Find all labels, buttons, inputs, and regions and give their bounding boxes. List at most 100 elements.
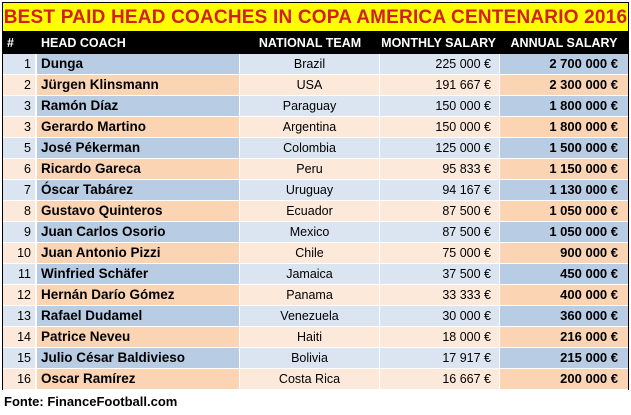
monthly-salary-cell: 94 167 € bbox=[380, 180, 500, 200]
annual-salary-cell: 2 300 000 € bbox=[500, 75, 628, 95]
team-cell: Peru bbox=[240, 159, 380, 179]
team-cell: Mexico bbox=[240, 222, 380, 242]
annual-salary-cell: 200 000 € bbox=[500, 369, 628, 389]
team-cell: USA bbox=[240, 75, 380, 95]
table-header: # HEAD COACH NATIONAL TEAM MONTHLY SALAR… bbox=[3, 32, 628, 54]
rank-cell: 2 bbox=[3, 75, 36, 95]
table-row: 15 Julio César Baldivieso Bolivia 17 917… bbox=[3, 348, 628, 369]
monthly-salary-cell: 17 917 € bbox=[380, 348, 500, 368]
annual-salary-cell: 215 000 € bbox=[500, 348, 628, 368]
rank-cell: 6 bbox=[3, 159, 36, 179]
team-cell: Brazil bbox=[240, 54, 380, 74]
team-cell: Haiti bbox=[240, 327, 380, 347]
table-row: 3 Ramón Díaz Paraguay 150 000 € 1 800 00… bbox=[3, 96, 628, 117]
coach-cell: Hernán Darío Gómez bbox=[37, 285, 240, 305]
team-cell: Costa Rica bbox=[240, 369, 380, 389]
coach-cell: Oscar Ramírez bbox=[37, 369, 240, 389]
annual-salary-cell: 1 500 000 € bbox=[500, 138, 628, 158]
coach-cell: Ramón Díaz bbox=[37, 96, 240, 116]
team-cell: Argentina bbox=[240, 117, 380, 137]
coach-cell: Ricardo Gareca bbox=[37, 159, 240, 179]
table-row: 9 Juan Carlos Osorio Mexico 87 500 € 1 0… bbox=[3, 222, 628, 243]
annual-salary-cell: 2 700 000 € bbox=[500, 54, 628, 74]
table-row: 16 Oscar Ramírez Costa Rica 16 667 € 200… bbox=[3, 369, 628, 390]
source-credit: Fonte: FinanceFootball.com bbox=[4, 394, 178, 409]
annual-salary-cell: 1 800 000 € bbox=[500, 117, 628, 137]
table-row: 5 José Pékerman Colombia 125 000 € 1 500… bbox=[3, 138, 628, 159]
table-row: 8 Gustavo Quinteros Ecuador 87 500 € 1 0… bbox=[3, 201, 628, 222]
monthly-salary-cell: 125 000 € bbox=[380, 138, 500, 158]
team-cell: Jamaica bbox=[240, 264, 380, 284]
table-row: 1 Dunga Brazil 225 000 € 2 700 000 € bbox=[3, 54, 628, 75]
rank-cell: 12 bbox=[3, 285, 36, 305]
coach-cell: Juan Antonio Pizzi bbox=[37, 243, 240, 263]
rank-cell: 3 bbox=[3, 117, 36, 137]
rank-cell: 15 bbox=[3, 348, 36, 368]
annual-salary-cell: 360 000 € bbox=[500, 306, 628, 326]
coach-cell: Dunga bbox=[37, 54, 240, 74]
coach-cell: Óscar Tabárez bbox=[37, 180, 240, 200]
coach-cell: Julio César Baldivieso bbox=[37, 348, 240, 368]
rank-cell: 9 bbox=[3, 222, 36, 242]
coach-cell: Rafael Dudamel bbox=[37, 306, 240, 326]
annual-salary-cell: 1 050 000 € bbox=[500, 201, 628, 221]
annual-salary-cell: 1 800 000 € bbox=[500, 96, 628, 116]
rank-cell: 14 bbox=[3, 327, 36, 347]
monthly-salary-cell: 150 000 € bbox=[380, 117, 500, 137]
rank-cell: 11 bbox=[3, 264, 36, 284]
coach-cell: José Pékerman bbox=[37, 138, 240, 158]
rank-cell: 3 bbox=[3, 96, 36, 116]
annual-salary-cell: 1 050 000 € bbox=[500, 222, 628, 242]
rank-cell: 1 bbox=[3, 54, 36, 74]
team-cell: Colombia bbox=[240, 138, 380, 158]
team-cell: Bolivia bbox=[240, 348, 380, 368]
rank-cell: 10 bbox=[3, 243, 36, 263]
annual-salary-cell: 1 150 000 € bbox=[500, 159, 628, 179]
table-title: BEST PAID HEAD COACHES IN COPA AMERICA C… bbox=[3, 3, 628, 32]
monthly-salary-cell: 16 667 € bbox=[380, 369, 500, 389]
monthly-salary-cell: 87 500 € bbox=[380, 201, 500, 221]
monthly-salary-cell: 37 500 € bbox=[380, 264, 500, 284]
table-row: 11 Winfried Schäfer Jamaica 37 500 € 450… bbox=[3, 264, 628, 285]
coach-cell: Juan Carlos Osorio bbox=[37, 222, 240, 242]
coach-cell: Gustavo Quinteros bbox=[37, 201, 240, 221]
monthly-salary-cell: 95 833 € bbox=[380, 159, 500, 179]
annual-salary-cell: 450 000 € bbox=[500, 264, 628, 284]
team-cell: Paraguay bbox=[240, 96, 380, 116]
monthly-salary-cell: 191 667 € bbox=[380, 75, 500, 95]
rank-cell: 13 bbox=[3, 306, 36, 326]
team-cell: Panama bbox=[240, 285, 380, 305]
team-cell: Uruguay bbox=[240, 180, 380, 200]
table-row: 13 Rafael Dudamel Venezuela 30 000 € 360… bbox=[3, 306, 628, 327]
rank-cell: 7 bbox=[3, 180, 36, 200]
monthly-salary-cell: 87 500 € bbox=[380, 222, 500, 242]
coach-cell: Patrice Neveu bbox=[37, 327, 240, 347]
rank-cell: 5 bbox=[3, 138, 36, 158]
coach-cell: Gerardo Martino bbox=[37, 117, 240, 137]
annual-salary-cell: 400 000 € bbox=[500, 285, 628, 305]
team-cell: Ecuador bbox=[240, 201, 380, 221]
annual-salary-cell: 900 000 € bbox=[500, 243, 628, 263]
coach-cell: Jürgen Klinsmann bbox=[37, 75, 240, 95]
rank-cell: 8 bbox=[3, 201, 36, 221]
monthly-salary-cell: 18 000 € bbox=[380, 327, 500, 347]
monthly-salary-cell: 150 000 € bbox=[380, 96, 500, 116]
coach-cell: Winfried Schäfer bbox=[37, 264, 240, 284]
table-row: 6 Ricardo Gareca Peru 95 833 € 1 150 000… bbox=[3, 159, 628, 180]
table-row: 14 Patrice Neveu Haiti 18 000 € 216 000 … bbox=[3, 327, 628, 348]
table-row: 3 Gerardo Martino Argentina 150 000 € 1 … bbox=[3, 117, 628, 138]
rank-cell: 16 bbox=[3, 369, 36, 389]
table-row: 10 Juan Antonio Pizzi Chile 75 000 € 900… bbox=[3, 243, 628, 264]
annual-salary-cell: 1 130 000 € bbox=[500, 180, 628, 200]
team-cell: Venezuela bbox=[240, 306, 380, 326]
header-coach: HEAD COACH bbox=[41, 36, 126, 50]
monthly-salary-cell: 30 000 € bbox=[380, 306, 500, 326]
header-annual-salary: ANNUAL SALARY bbox=[510, 36, 618, 50]
table-row: 12 Hernán Darío Gómez Panama 33 333 € 40… bbox=[3, 285, 628, 306]
team-cell: Chile bbox=[240, 243, 380, 263]
monthly-salary-cell: 33 333 € bbox=[380, 285, 500, 305]
table-row: 7 Óscar Tabárez Uruguay 94 167 € 1 130 0… bbox=[3, 180, 628, 201]
monthly-salary-cell: 75 000 € bbox=[380, 243, 500, 263]
table-body: 1 Dunga Brazil 225 000 € 2 700 000 € 2 J… bbox=[3, 54, 628, 390]
monthly-salary-cell: 225 000 € bbox=[380, 54, 500, 74]
